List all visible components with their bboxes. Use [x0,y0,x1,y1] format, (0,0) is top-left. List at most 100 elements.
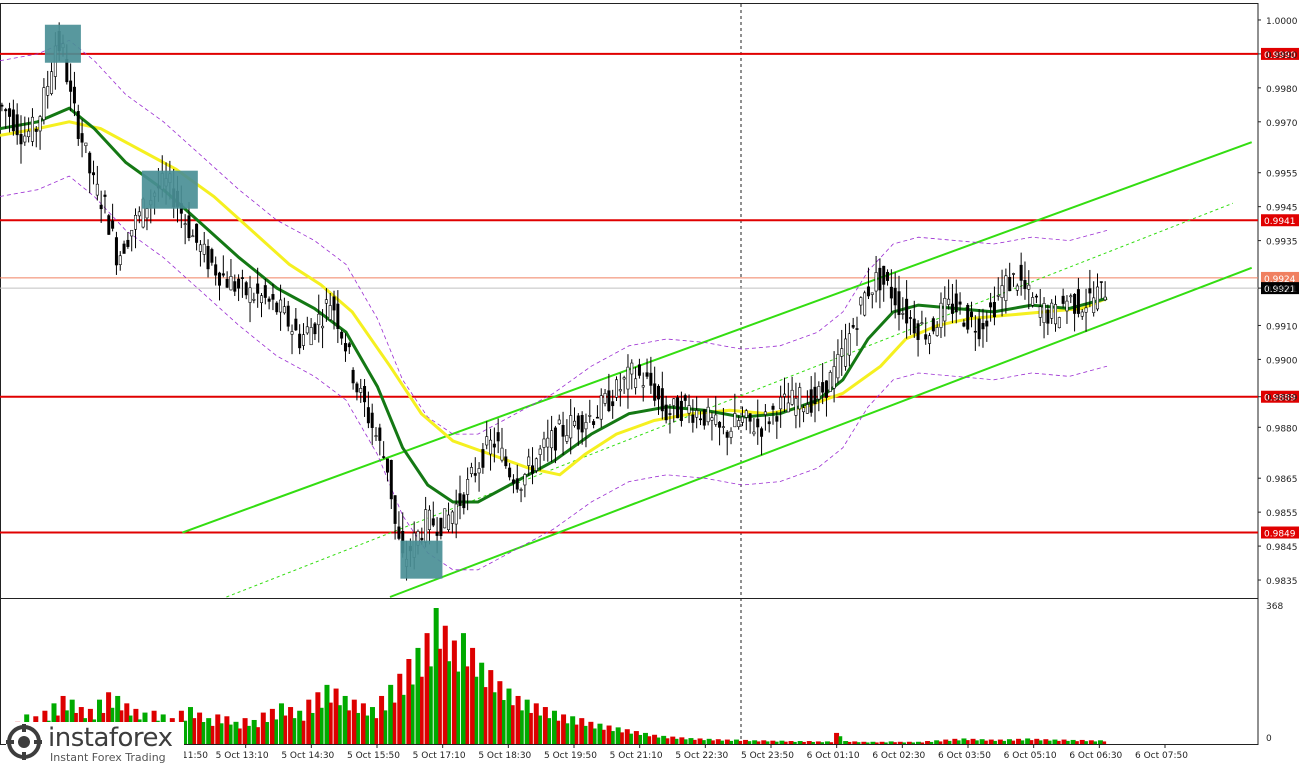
volume-bar [269,708,275,744]
volume-bar [934,740,940,744]
candle-body [584,422,588,430]
volume-bar [424,633,430,744]
candle-body [393,495,397,524]
volume-bar [1056,740,1061,744]
volume-tick-label: 368 [1266,602,1283,612]
level-label-0.9941: 0.9941 [1264,217,1296,227]
volume-bar [1034,738,1040,744]
sell-signal-box [44,24,81,63]
candle-body [786,402,790,413]
candle-body [111,220,115,229]
volume-bar [506,688,512,744]
candle-body [305,326,309,334]
candle-body [485,436,489,446]
candle-body [847,333,851,356]
volume-bar [925,741,931,744]
volume-bar [511,705,515,744]
sell-signal-box [141,170,198,209]
candle-body [1065,300,1069,312]
candle-body [676,397,680,419]
candle-body [805,404,809,414]
volume-bar [447,661,451,744]
candle-body [790,389,794,405]
candle-body [935,327,939,336]
candle-body [389,459,393,500]
volume-bar [915,741,921,744]
candle-body [107,215,111,235]
volume-bar [492,692,497,744]
price-tick-label: 0.9889 [1266,394,1298,404]
candle-body [263,285,267,298]
candle-body [1023,280,1027,290]
candle-body [855,328,859,330]
candle-body [634,378,638,388]
volume-bar [1029,740,1034,744]
time-tick-label: 5 Oct 23:50 [741,751,794,761]
candle-body [897,291,901,315]
candle-body [130,229,134,237]
price-tick-label: 0.9955 [1266,170,1298,180]
channel-upper-line [182,141,1253,534]
candle-body [882,265,886,285]
volume-bar [551,710,557,744]
candle-body [332,296,336,311]
volume-bar [438,648,442,744]
candle-body [8,108,12,117]
candle-body [538,448,542,455]
candle-body [511,479,515,484]
volume-bar [906,741,912,744]
candle-body [99,204,103,210]
volume-bar [451,640,457,744]
candle-body [191,235,195,238]
volume-bar [233,721,239,744]
candle-body [725,431,729,438]
candle-body [851,325,855,328]
time-tick-label: 6 Oct 01:10 [807,751,860,761]
volume-bar [756,741,761,744]
candle-body [103,194,107,197]
candle-body [908,317,912,319]
candle-body [607,390,611,412]
candle-body [977,318,981,340]
volume-bar [834,732,840,744]
volume-bar [592,728,597,744]
candle-body [832,366,836,389]
price-tick-label: 0.9845 [1266,543,1298,553]
volume-bar [410,684,415,744]
level-tag-0.9990 [1261,47,1299,60]
candle-body [259,295,263,304]
volume-bar [383,710,388,744]
volume-bar [1070,739,1076,744]
candle-body [527,456,531,466]
volume-bar [215,714,221,744]
price-tick-label: 0.9921 [1266,285,1298,295]
candle-body [313,323,317,335]
candles [0,22,1107,581]
candle-body [244,282,248,296]
volume-bar [697,738,703,744]
volume-bar [929,741,934,744]
volume-bar [533,703,539,744]
candle-body [343,343,347,352]
volume-bar [720,740,724,744]
candle-body [76,111,80,139]
candle-body [698,418,702,421]
candle-body [454,503,458,525]
volume-bar [456,671,461,744]
candle-body [202,243,206,255]
candle-body [695,410,699,418]
volume-bar [729,740,734,744]
candle-body [1103,296,1107,301]
candle-body [198,244,202,252]
volume-bar [702,740,706,744]
price-tick-label: 1.0000 [1266,17,1298,27]
volume-bar [479,662,485,744]
candle-body [256,283,260,294]
candle-body [30,116,34,142]
candle-body [65,59,69,83]
candle-body [912,318,916,334]
candle-body [447,514,451,530]
volume-bar [247,725,251,744]
time-tick-label: 6 Oct 03:50 [938,751,991,761]
candle-body [351,369,355,384]
